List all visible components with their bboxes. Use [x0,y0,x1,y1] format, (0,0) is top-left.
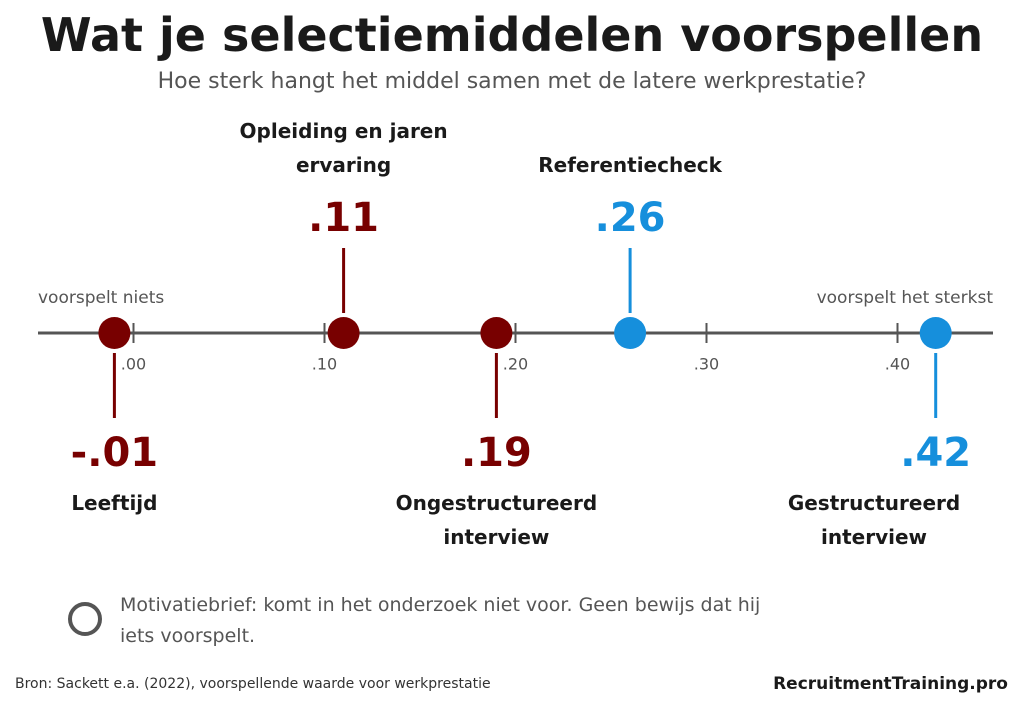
value-label: .26 [595,195,666,241]
value-label: .11 [308,195,379,241]
value-label: -.01 [71,430,158,476]
note-icon [68,602,102,636]
x-tick-label: .10 [312,355,337,374]
category-label: Leeftijd [71,491,158,515]
x-tick-label: .20 [503,355,528,374]
x-tick-label: .30 [694,355,719,374]
category-label: Ongestructureerd interview [395,491,598,549]
category-label: Referentiecheck [538,153,722,177]
point [919,317,952,349]
brand: RecruitmentTraining.pro [773,674,1008,694]
x-tick-label: .00 [121,355,146,374]
category-label: Opleiding en jaren ervaring [239,119,448,177]
chart-title: Wat je selectiemiddelen voorspellen [40,8,984,62]
source: Bron: Sackett e.a. (2022), voorspellende… [15,676,491,692]
point [98,317,131,349]
axis-end-label: voorspelt het sterkst [817,288,994,308]
point [614,317,647,349]
note: Motivatiebrief: komt in het onderzoek ni… [120,594,761,647]
value-label: .19 [461,430,532,476]
point [480,317,513,349]
point [327,317,360,349]
chart-subtitle: Hoe sterk hangt het middel samen met de … [157,69,867,94]
category-label: Gestructureerd interview [787,491,961,549]
value-label: .42 [900,430,971,476]
x-tick-label: .40 [885,355,910,374]
axis-end-label: voorspelt niets [38,288,164,308]
